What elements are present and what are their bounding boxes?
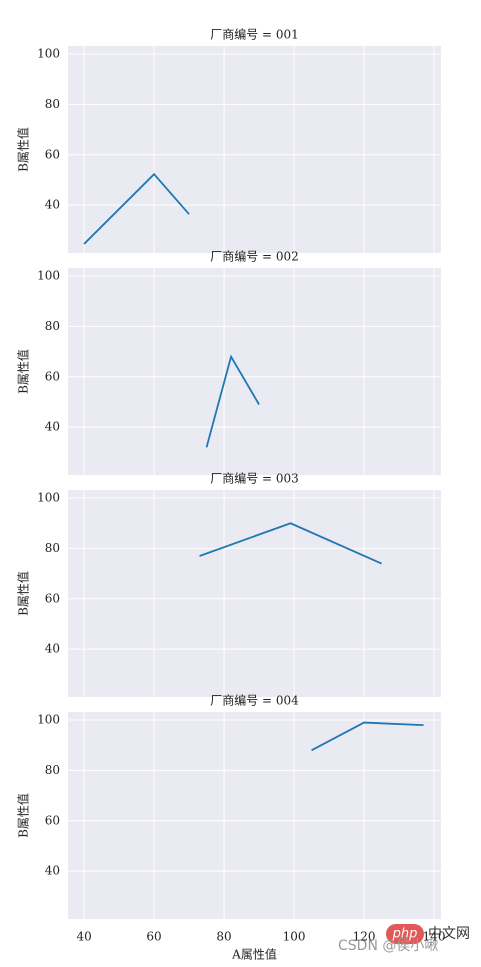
plot-background	[68, 490, 441, 697]
panel-title: 厂商编号 = 001	[210, 27, 299, 42]
panel-title: 厂商编号 = 004	[210, 693, 299, 708]
plot-background	[68, 712, 441, 919]
watermark-site: 中文网	[428, 926, 470, 942]
plot-background	[68, 268, 441, 475]
y-tick-label: 40	[45, 864, 60, 878]
y-axis-label: B属性值	[16, 571, 31, 616]
x-tick-label: 80	[216, 930, 231, 944]
panel-title: 厂商编号 = 003	[210, 471, 299, 486]
x-tick-label: 40	[76, 930, 91, 944]
panel-title: 厂商编号 = 002	[210, 249, 299, 264]
y-tick-label: 60	[45, 813, 60, 827]
watermark-author: CSDN @侯小啾	[338, 938, 438, 954]
line	[205, 354, 260, 448]
y-tick-label: 40	[45, 420, 60, 434]
line	[311, 721, 424, 752]
x-tick-label: 60	[146, 930, 161, 944]
y-tick-label: 40	[45, 642, 60, 656]
x-tick-label: 100	[283, 930, 306, 944]
y-tick-label: 40	[45, 198, 60, 212]
y-tick-label: 80	[45, 541, 60, 555]
y-tick-label: 100	[37, 47, 60, 61]
x-tick-label: 140	[423, 930, 446, 944]
watermark-logo: php	[392, 927, 418, 942]
y-tick-label: 100	[37, 491, 60, 505]
y-tick-label: 60	[45, 591, 60, 605]
y-tick-label: 80	[45, 763, 60, 777]
plot-background	[68, 46, 441, 253]
y-tick-label: 60	[45, 147, 60, 161]
watermark-logo-bg	[386, 924, 424, 944]
y-axis-label: B属性值	[16, 793, 31, 838]
y-axis-label: B属性值	[16, 349, 31, 394]
y-tick-label: 80	[45, 319, 60, 333]
x-tick-label: 120	[353, 930, 376, 944]
y-tick-label: 60	[45, 369, 60, 383]
line	[83, 172, 190, 245]
y-tick-label: 80	[45, 97, 60, 111]
y-tick-label: 100	[37, 713, 60, 727]
y-tick-label: 100	[37, 269, 60, 283]
y-axis-label: B属性值	[16, 127, 31, 172]
x-axis-label: A属性值	[231, 947, 277, 962]
line	[199, 522, 382, 565]
